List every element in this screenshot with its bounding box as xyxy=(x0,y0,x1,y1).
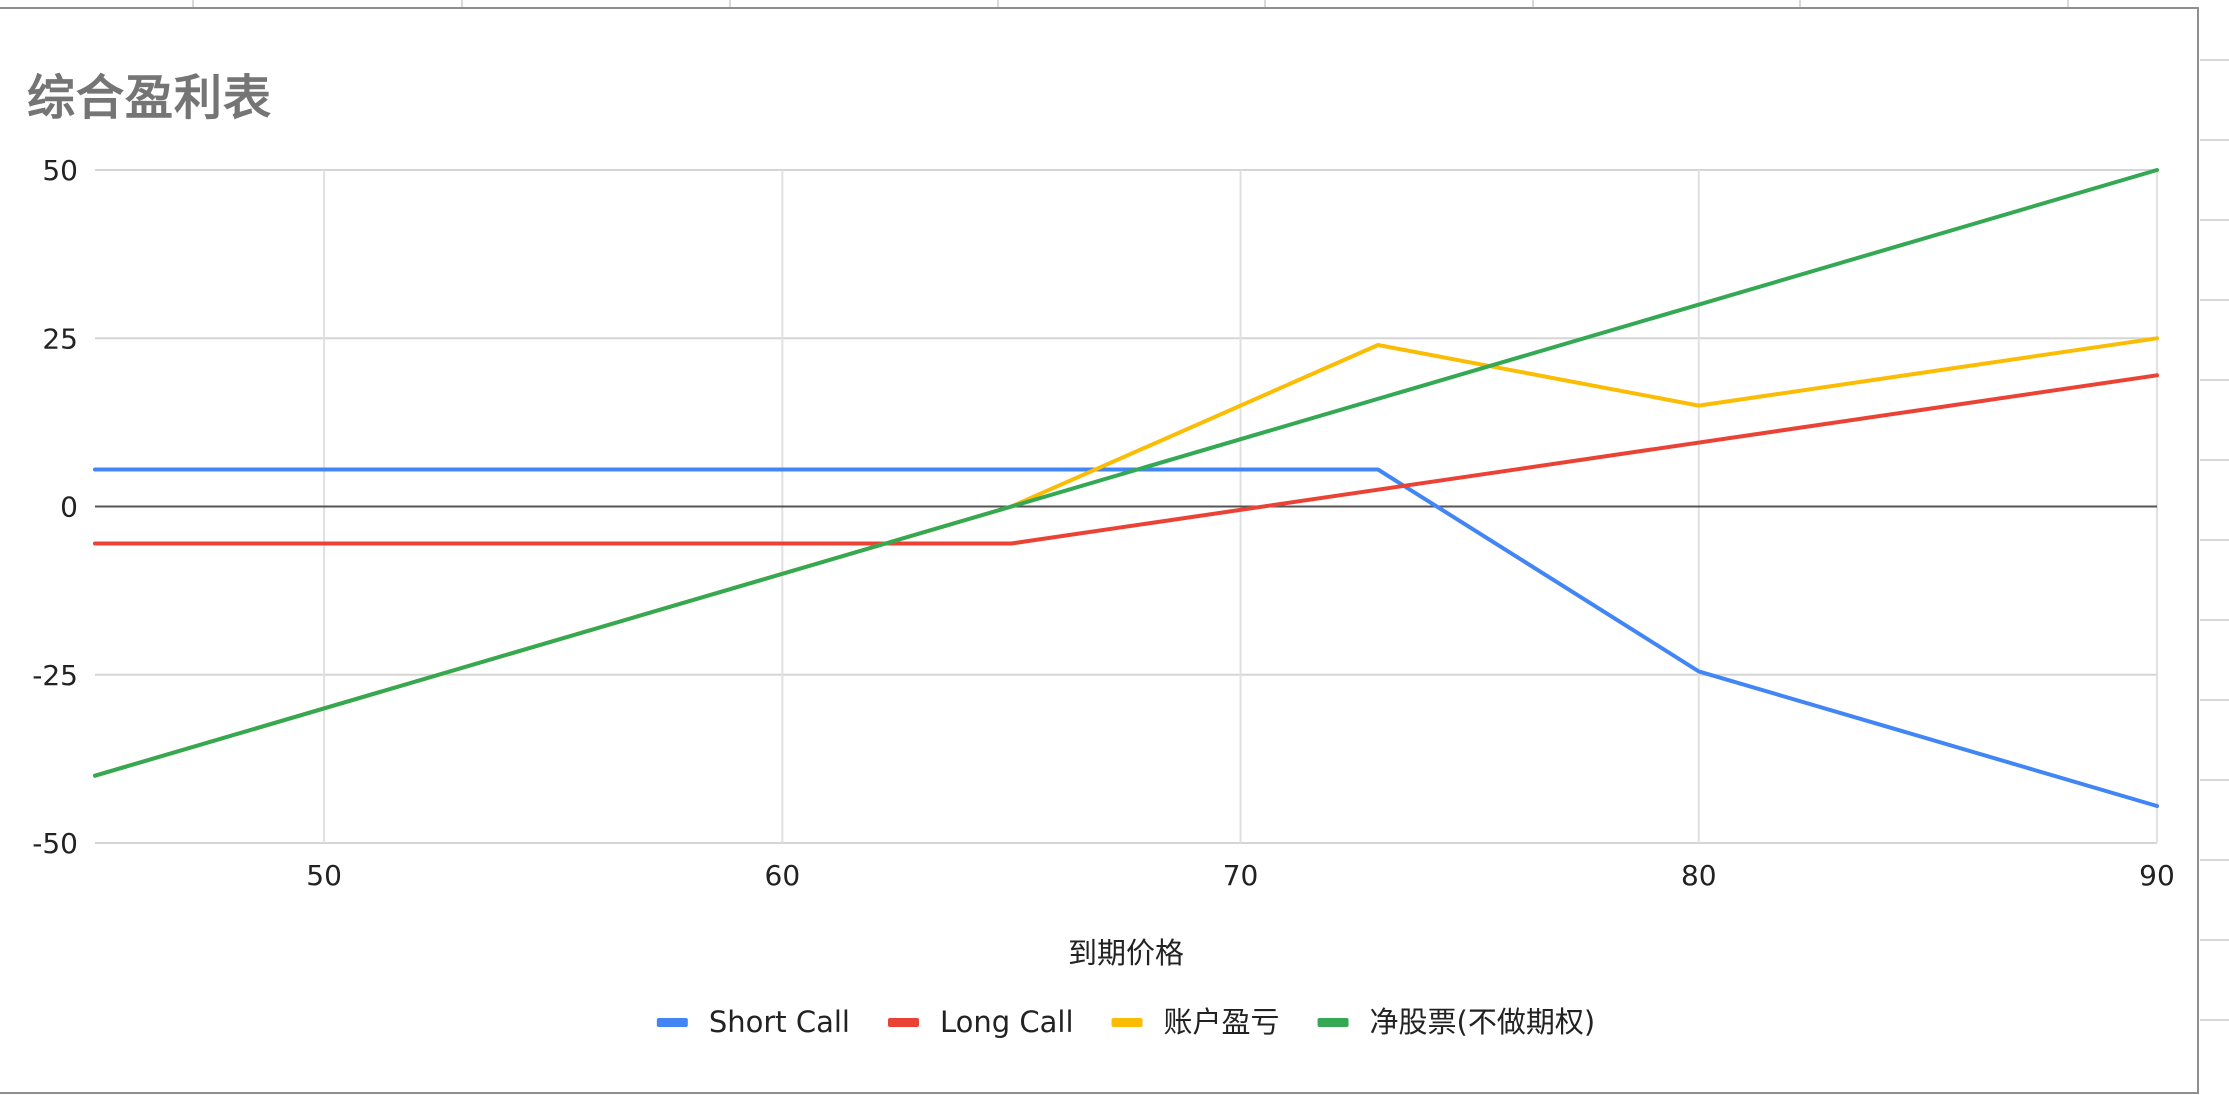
series-lines xyxy=(93,168,2159,808)
y-tick-label: 0 xyxy=(60,491,78,524)
y-tick-label: 50 xyxy=(42,154,78,187)
chart-title: 综合盈利表 xyxy=(27,70,273,126)
x-tick-label: 80 xyxy=(1681,859,1717,892)
y-tick-label: -25 xyxy=(32,659,78,692)
legend-swatch xyxy=(1111,1018,1143,1027)
legend-label: 净股票(不做期权) xyxy=(1370,1005,1596,1039)
chart-card[interactable] xyxy=(0,7,2199,1094)
legend-item[interactable]: 账户盈亏 xyxy=(1111,1005,1280,1039)
y-tick-label: 25 xyxy=(42,322,78,355)
x-tick-label: 70 xyxy=(1223,859,1259,892)
legend-item[interactable]: Long Call xyxy=(888,1005,1074,1039)
x-tick-label: 90 xyxy=(2139,859,2175,892)
series-line[interactable] xyxy=(93,467,2159,808)
legend-swatch xyxy=(888,1018,919,1027)
x-axis-title: 到期价格 xyxy=(1068,936,1184,970)
legend-item[interactable]: 净股票(不做期权) xyxy=(1317,1005,1596,1039)
series-line[interactable] xyxy=(93,336,2159,778)
legend-label: Long Call xyxy=(940,1005,1074,1039)
legend: Short Call Long Call 账户盈亏 净股票(不做期权) xyxy=(656,1005,1596,1039)
series-line[interactable] xyxy=(93,373,2159,546)
x-tick-label: 60 xyxy=(765,859,801,892)
legend-swatch xyxy=(656,1018,688,1027)
x-tick-label: 50 xyxy=(306,859,342,892)
y-tick-label: -50 xyxy=(32,827,78,860)
y-axis-ticks: 50 25 0 -25 -50 xyxy=(32,154,78,860)
legend-item[interactable]: Short Call xyxy=(656,1005,850,1039)
legend-label: Short Call xyxy=(709,1005,850,1039)
series-line[interactable] xyxy=(93,168,2159,778)
legend-swatch xyxy=(1317,1018,1349,1027)
x-axis-ticks: 50 60 70 80 90 xyxy=(306,859,2175,892)
legend-label: 账户盈亏 xyxy=(1164,1005,1280,1039)
